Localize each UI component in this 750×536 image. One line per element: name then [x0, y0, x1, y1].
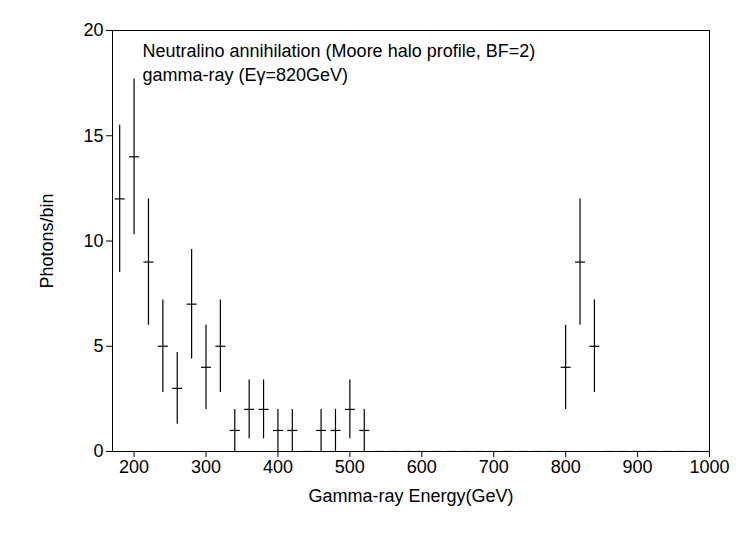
svg-text:300: 300 [191, 457, 221, 477]
svg-text:gamma-ray (Eγ=820GeV): gamma-ray (Eγ=820GeV) [143, 65, 349, 85]
svg-text:20: 20 [83, 20, 103, 40]
svg-text:400: 400 [263, 457, 293, 477]
svg-text:0: 0 [93, 441, 103, 461]
svg-text:800: 800 [551, 457, 581, 477]
svg-text:900: 900 [623, 457, 653, 477]
svg-text:700: 700 [479, 457, 509, 477]
svg-text:Photons/bin: Photons/bin [37, 193, 57, 288]
svg-text:600: 600 [407, 457, 437, 477]
svg-text:500: 500 [335, 457, 365, 477]
svg-text:15: 15 [83, 126, 103, 146]
svg-text:1000: 1000 [689, 457, 729, 477]
svg-text:200: 200 [119, 457, 149, 477]
svg-text:10: 10 [83, 231, 103, 251]
svg-text:Gamma-ray Energy(GeV): Gamma-ray Energy(GeV) [308, 486, 513, 506]
svg-text:5: 5 [93, 336, 103, 356]
svg-text:Neutralino annihilation (Moore: Neutralino annihilation (Moore halo prof… [143, 41, 536, 61]
